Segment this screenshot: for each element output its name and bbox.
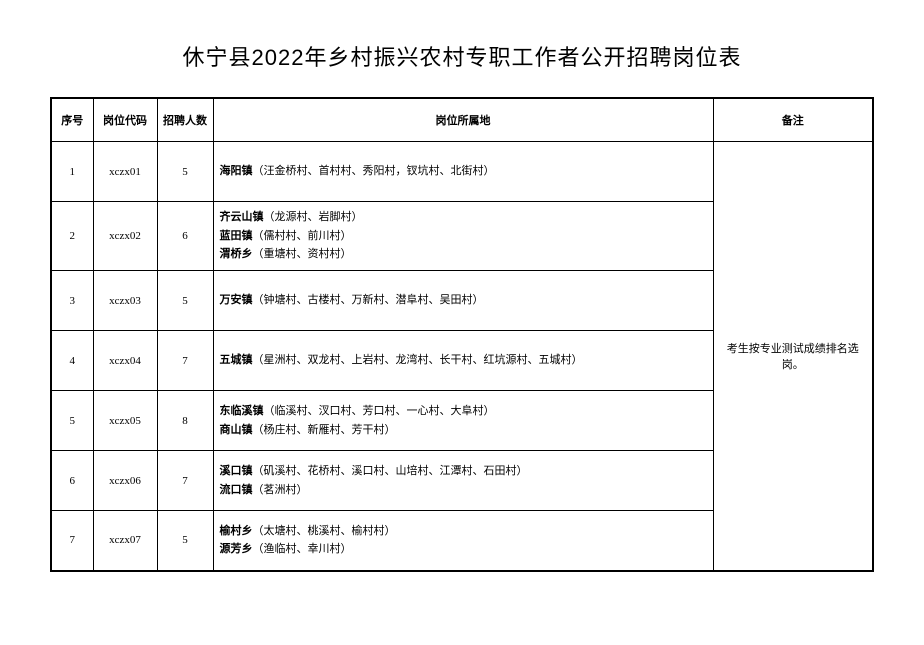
cell-idx: 2 [51,202,93,271]
positions-table: 序号 岗位代码 招聘人数 岗位所属地 备注 1xczx015海阳镇（汪金桥村、首… [50,97,874,572]
col-code: 岗位代码 [93,98,157,142]
cell-count: 5 [157,142,213,202]
col-count: 招聘人数 [157,98,213,142]
town-name: 齐云山镇 [220,211,264,223]
town-name: 蓝田镇 [220,230,253,242]
cell-count: 5 [157,511,213,571]
town-name: 源芳乡 [220,543,253,555]
village-list: （茗洲村） [253,484,308,496]
cell-code: xczx04 [93,331,157,391]
village-list: （重塘村、资村村） [253,248,352,260]
town-name: 东临溪镇 [220,405,264,417]
cell-location: 榆村乡（太塘村、桃溪村、榆村村）源芳乡（渔临村、幸川村） [213,511,713,571]
col-loc: 岗位所属地 [213,98,713,142]
town-name: 海阳镇 [220,165,253,177]
cell-count: 8 [157,391,213,451]
cell-count: 7 [157,331,213,391]
table-row: 1xczx015海阳镇（汪金桥村、首村村、秀阳村，钗坑村、北街村）考生按专业测试… [51,142,873,202]
town-name: 溪口镇 [220,465,253,477]
village-list: （太塘村、桃溪村、榆村村） [253,525,396,537]
cell-count: 5 [157,271,213,331]
cell-count: 6 [157,202,213,271]
col-note: 备注 [713,98,873,142]
village-list: （渔临村、幸川村） [253,543,352,555]
cell-idx: 4 [51,331,93,391]
cell-location: 东临溪镇（临溪村、汊口村、芳口村、一心村、大阜村） 商山镇（杨庄村、新雁村、芳干村… [213,391,713,451]
cell-location: 溪口镇（矶溪村、花桥村、溪口村、山培村、江潭村、石田村）流口镇（茗洲村） [213,451,713,511]
cell-location: 万安镇（钟塘村、古楼村、万新村、潜阜村、吴田村） [213,271,713,331]
village-list: （星洲村、双龙村、上岩村、龙湾村、长干村、红坑源村、五城村） [253,354,583,366]
cell-code: xczx06 [93,451,157,511]
village-list: （杨庄村、新雁村、芳干村） [253,424,396,436]
table-body: 1xczx015海阳镇（汪金桥村、首村村、秀阳村，钗坑村、北街村）考生按专业测试… [51,142,873,571]
col-idx: 序号 [51,98,93,142]
cell-code: xczx05 [93,391,157,451]
cell-idx: 1 [51,142,93,202]
cell-code: xczx02 [93,202,157,271]
village-list: （矶溪村、花桥村、溪口村、山培村、江潭村、石田村） [253,465,528,477]
cell-idx: 6 [51,451,93,511]
village-list: （汪金桥村、首村村、秀阳村，钗坑村、北街村） [253,165,495,177]
page-title: 休宁县2022年乡村振兴农村专职工作者公开招聘岗位表 [50,40,874,72]
table-header-row: 序号 岗位代码 招聘人数 岗位所属地 备注 [51,98,873,142]
town-name: 万安镇 [220,294,253,306]
cell-idx: 3 [51,271,93,331]
village-list: （钟塘村、古楼村、万新村、潜阜村、吴田村） [253,294,484,306]
town-name: 流口镇 [220,484,253,496]
village-list: （临溪村、汊口村、芳口村、一心村、大阜村） [264,405,495,417]
cell-note: 考生按专业测试成绩排名选岗。 [713,142,873,571]
cell-code: xczx07 [93,511,157,571]
cell-count: 7 [157,451,213,511]
town-name: 五城镇 [220,354,253,366]
cell-location: 齐云山镇（龙源村、岩脚村） 蓝田镇（儒村村、前川村）渭桥乡（重塘村、资村村） [213,202,713,271]
cell-location: 五城镇（星洲村、双龙村、上岩村、龙湾村、长干村、红坑源村、五城村） [213,331,713,391]
village-list: （儒村村、前川村） [253,230,352,242]
town-name: 榆村乡 [220,525,253,537]
village-list: （龙源村、岩脚村） [264,211,363,223]
cell-idx: 5 [51,391,93,451]
cell-idx: 7 [51,511,93,571]
cell-code: xczx01 [93,142,157,202]
cell-location: 海阳镇（汪金桥村、首村村、秀阳村，钗坑村、北街村） [213,142,713,202]
town-name: 商山镇 [220,424,253,436]
cell-code: xczx03 [93,271,157,331]
town-name: 渭桥乡 [220,248,253,260]
